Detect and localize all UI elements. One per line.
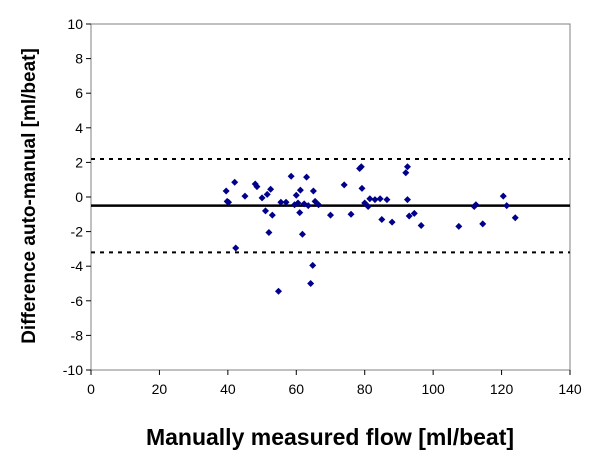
data-point (304, 202, 312, 210)
data-point (268, 211, 276, 219)
y-tick-label: -10 (63, 362, 83, 378)
data-point (296, 186, 304, 194)
x-tick-label: 120 (490, 381, 514, 397)
y-tick-label: -4 (71, 258, 84, 274)
plot-frame (90, 23, 571, 371)
data-point (410, 209, 418, 217)
y-tick-label: -8 (71, 327, 84, 343)
data-point (499, 192, 507, 200)
x-tick-label: 20 (152, 381, 168, 397)
data-point (417, 222, 425, 230)
data-point (296, 209, 304, 217)
data-point (287, 172, 295, 180)
data-point (258, 194, 266, 202)
x-tick-label: 40 (220, 381, 236, 397)
y-axis-label: Difference auto-manual [ml/beat] (19, 48, 40, 344)
data-point (263, 190, 271, 198)
data-point (231, 178, 239, 186)
x-tick-label: 140 (558, 381, 582, 397)
y-tick-label: 8 (75, 51, 83, 67)
data-point (303, 173, 311, 181)
data-point (503, 202, 511, 210)
data-point (388, 218, 396, 226)
data-point (511, 214, 519, 222)
y-tick-label: 4 (75, 120, 83, 136)
y-tick-label: 0 (75, 189, 83, 205)
data-point (292, 191, 300, 199)
data-point (403, 196, 411, 204)
data-point (253, 183, 261, 191)
y-tick-label: 10 (67, 16, 83, 32)
data-point (298, 230, 306, 238)
data-points (222, 163, 519, 295)
data-point (265, 228, 273, 236)
data-point (378, 215, 386, 223)
data-point (267, 185, 275, 193)
data-point (309, 261, 317, 269)
data-point (472, 201, 480, 209)
y-tick-label: 2 (75, 154, 83, 170)
data-point (261, 207, 269, 215)
y-axis: -10 -8 -6 -4 -2 0 2 4 6 8 10 (63, 16, 91, 378)
data-point (405, 212, 413, 220)
plot-area (90, 23, 571, 371)
data-point (455, 222, 463, 230)
data-point (366, 195, 374, 203)
data-point (282, 198, 290, 206)
data-point (225, 198, 233, 206)
data-point (307, 280, 315, 287)
y-tick-label: -6 (71, 293, 84, 309)
y-tick-label: 6 (75, 85, 83, 101)
y-tick-label: -2 (71, 224, 84, 240)
data-point (376, 195, 384, 203)
data-point (479, 220, 487, 228)
data-point (364, 203, 372, 211)
data-point (371, 196, 379, 204)
x-tick-label: 100 (421, 381, 445, 397)
data-point (274, 287, 282, 295)
data-point (294, 199, 302, 207)
data-point (232, 244, 240, 252)
x-axis-label: Manually measured flow [ml/beat] (146, 424, 514, 450)
data-point (358, 184, 366, 192)
x-tick-label: 60 (288, 381, 304, 397)
data-point (383, 196, 391, 204)
x-tick-label: 80 (357, 381, 373, 397)
data-point (340, 181, 348, 189)
data-point (403, 163, 411, 171)
data-point (222, 187, 230, 195)
data-point (309, 187, 317, 195)
reference-lines (91, 157, 570, 254)
data-point (277, 198, 285, 206)
data-point (402, 169, 410, 177)
x-axis: 0 20 40 60 80 100 120 140 (87, 370, 582, 397)
x-tick-label: 0 (87, 381, 95, 397)
data-point (241, 192, 249, 200)
data-point (357, 163, 365, 171)
data-point (327, 211, 334, 219)
data-point (315, 201, 323, 209)
data-point (347, 210, 355, 218)
